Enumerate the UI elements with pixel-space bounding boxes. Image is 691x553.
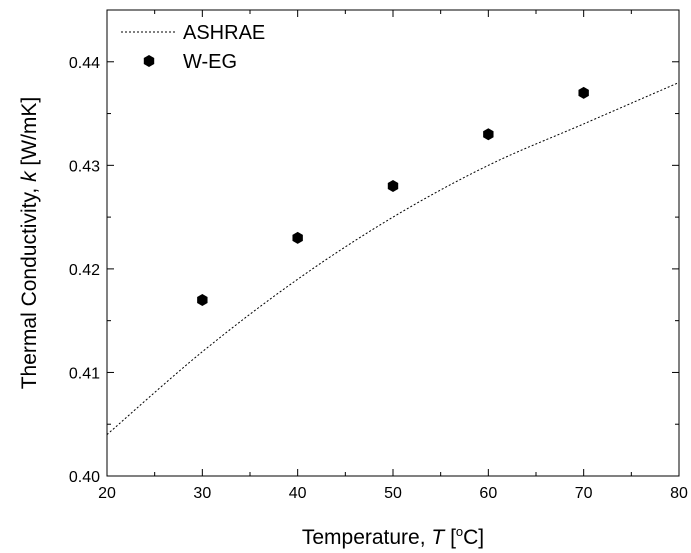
x-tick-label: 70 [575, 485, 593, 502]
y-tick-label: 0.43 [69, 158, 100, 175]
series-ashrae-line [106, 82, 680, 435]
y-tick-label: 0.41 [69, 365, 100, 382]
data-point [483, 128, 494, 141]
data-point [197, 293, 208, 306]
x-tick-label: 30 [193, 485, 211, 502]
series-w-eg-points [197, 86, 589, 306]
legend-w-eg-label: W-EG [183, 51, 237, 73]
x-tick-label: 60 [479, 485, 497, 502]
data-point [578, 86, 589, 99]
data-point [387, 180, 399, 193]
x-tick-label: 80 [670, 485, 688, 502]
legend-w-eg-marker [143, 55, 155, 67]
x-axis-title: Temperature, T [oC] [302, 524, 484, 549]
x-tick-label: 20 [98, 485, 116, 502]
y-tick-label: 0.40 [69, 469, 100, 486]
legend-ashrae-label: ASHRAE [183, 22, 265, 44]
legend: ASHRAE W-EG [121, 22, 265, 73]
y-axis-title: Thermal Conductivity, k [W/mK] [18, 97, 41, 390]
x-tick-label: 40 [289, 485, 307, 502]
y-tick-label: 0.42 [69, 262, 100, 279]
data-point [292, 231, 303, 244]
y-tick-label: 0.44 [69, 55, 100, 72]
axis-ticks [106, 9, 680, 477]
plot-frame [106, 9, 680, 477]
x-tick-label: 50 [384, 485, 402, 502]
tick-labels: 20 30 40 50 60 70 80 0.40 0.41 0.42 0.43 0.44 [69, 55, 688, 502]
